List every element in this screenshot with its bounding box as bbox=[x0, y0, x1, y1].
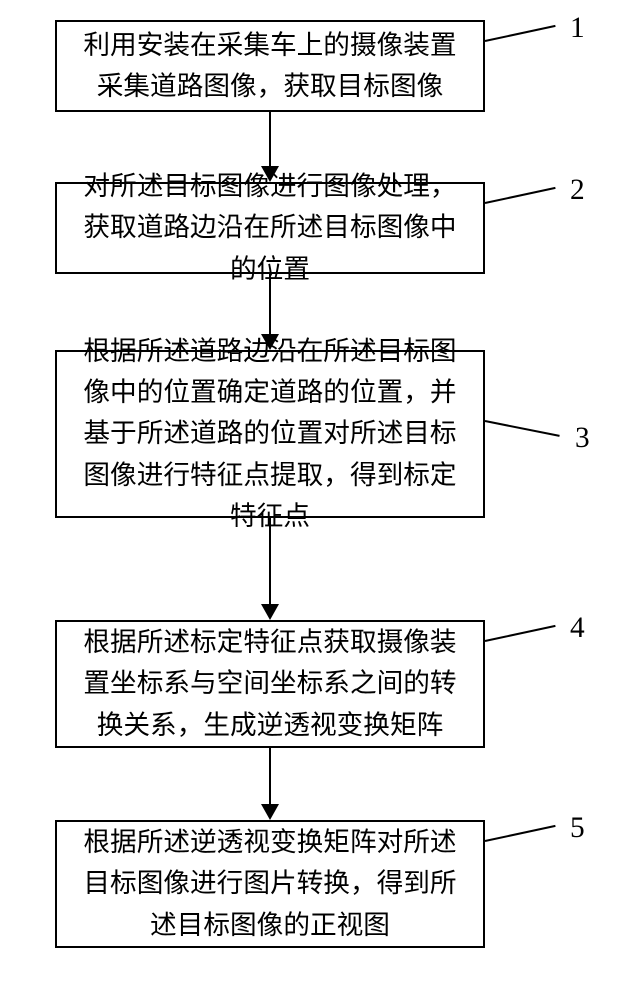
step-label-n3: 3 bbox=[575, 422, 590, 455]
flow-node-text: 根据所述道路边沿在所述目标图像中的位置确定道路的位置，并基于所述道路的位置对所述… bbox=[71, 331, 469, 538]
flow-node-n3: 根据所述道路边沿在所述目标图像中的位置确定道路的位置，并基于所述道路的位置对所述… bbox=[55, 350, 485, 518]
step-label-n4: 4 bbox=[570, 612, 585, 645]
flow-node-text: 根据所述标定特征点获取摄像装置坐标系与空间坐标系之间的转换关系，生成逆透视变换矩… bbox=[71, 622, 469, 746]
flow-node-n5: 根据所述逆透视变换矩阵对所述目标图像进行图片转换，得到所述目标图像的正视图 bbox=[55, 820, 485, 948]
step-label-n2: 2 bbox=[570, 174, 585, 207]
leader-line-n1 bbox=[485, 25, 555, 42]
arrow-n4-n5 bbox=[252, 748, 288, 820]
flow-node-text: 利用安装在采集车上的摄像装置采集道路图像，获取目标图像 bbox=[71, 25, 469, 108]
step-label-n5: 5 bbox=[570, 812, 585, 845]
flow-node-text: 对所述目标图像进行图像处理，获取道路边沿在所述目标图像中的位置 bbox=[71, 166, 469, 290]
flow-node-n1: 利用安装在采集车上的摄像装置采集道路图像，获取目标图像 bbox=[55, 20, 485, 112]
flow-node-text: 根据所述逆透视变换矩阵对所述目标图像进行图片转换，得到所述目标图像的正视图 bbox=[71, 822, 469, 946]
leader-line-n2 bbox=[485, 187, 555, 204]
arrow-n2-n3 bbox=[252, 274, 288, 350]
flowchart-canvas: 利用安装在采集车上的摄像装置采集道路图像，获取目标图像 1 对所述目标图像进行图像处… bbox=[0, 0, 623, 1000]
leader-line-n5 bbox=[485, 825, 555, 842]
step-label-n1: 1 bbox=[570, 12, 585, 45]
flow-node-n4: 根据所述标定特征点获取摄像装置坐标系与空间坐标系之间的转换关系，生成逆透视变换矩… bbox=[55, 620, 485, 748]
leader-line-n3 bbox=[485, 420, 560, 437]
arrow-n1-n2 bbox=[252, 112, 288, 182]
flow-node-n2: 对所述目标图像进行图像处理，获取道路边沿在所述目标图像中的位置 bbox=[55, 182, 485, 274]
arrow-n3-n4 bbox=[252, 518, 288, 620]
leader-line-n4 bbox=[485, 625, 555, 642]
